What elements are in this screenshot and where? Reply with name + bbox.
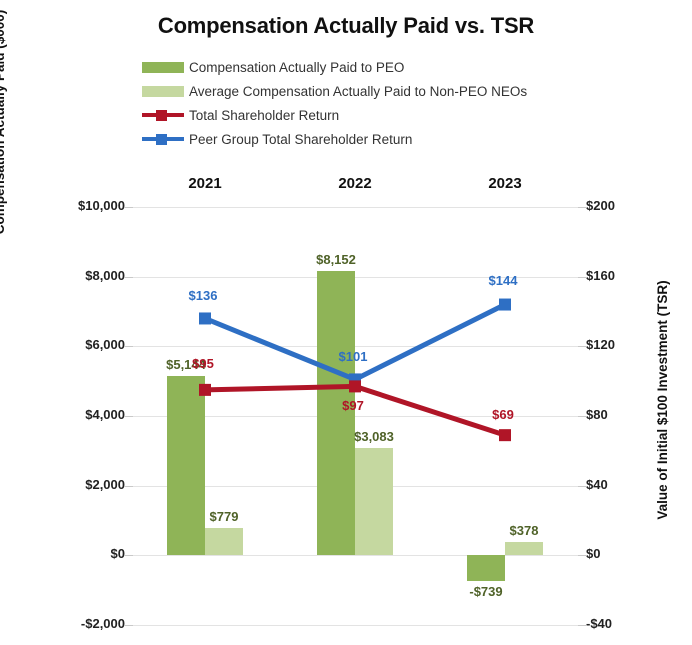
legend-swatch-peo (142, 61, 184, 73)
y-axis-right-tick-label: $0 (586, 546, 601, 562)
y-axis-title-right: Value of Initial $100 Investment (TSR) (655, 280, 670, 520)
y-axis-right-tick-mark (578, 625, 587, 626)
point-value-label: $95 (192, 355, 214, 371)
y-axis-left-tick-label: $8,000 (85, 267, 125, 283)
year-label-2022: 2022 (338, 175, 372, 192)
bar-value-label: $779 (209, 509, 239, 525)
legend-item-peo: Compensation Actually Paid to PEO (142, 55, 622, 79)
legend-label-tsr: Total Shareholder Return (189, 107, 340, 123)
bar-non-peo-2022 (355, 447, 393, 556)
bar-peo-2023 (467, 555, 505, 582)
y-axis-left-tick-mark (124, 207, 133, 208)
bar-non-peo-2023 (505, 542, 543, 556)
year-label-2021: 2021 (188, 175, 222, 192)
point-value-label: $144 (488, 272, 518, 288)
y-axis-left-tick-mark (124, 276, 133, 278)
bar-value-label: $378 (509, 523, 539, 539)
legend-label-non-peo: Average Compensation Actually Paid to No… (189, 83, 528, 99)
bar-value-label: -$739 (469, 584, 503, 600)
legend-marker-peer-tsr (156, 134, 167, 145)
bar-peo-2022 (317, 271, 355, 556)
plot-area: -$2,000 $0 $2,000 $4,000 $6,000 $8,000 $10,000… (78, 198, 615, 631)
legend-item-peer-tsr: Peer Group Total Shareholder Return (142, 127, 622, 151)
legend-line-tsr (142, 108, 184, 122)
chart-legend: Compensation Actually Paid to PEO Averag… (142, 55, 622, 151)
gridline (133, 555, 578, 557)
y-axis-left-tick-label: $10,000 (78, 198, 125, 213)
marker-tsr (199, 383, 211, 396)
chart-title: Compensation Actually Paid vs. TSR (157, 13, 535, 38)
y-axis-right-tick-mark (578, 346, 587, 348)
y-axis-left-tick-mark (124, 416, 133, 417)
legend-label-peer-tsr: Peer Group Total Shareholder Return (189, 131, 413, 147)
year-label-2023: 2023 (488, 175, 522, 192)
point-value-label: $101 (338, 349, 368, 365)
y-axis-left-tick-label: $6,000 (85, 337, 125, 353)
y-axis-left-tick-label: -$2,000 (80, 616, 125, 631)
bar-non-peo-2021 (205, 528, 243, 556)
y-axis-right-tick-label: $40 (586, 476, 608, 492)
y-axis-right-tick-mark (578, 207, 587, 208)
gridline (133, 416, 578, 417)
marker-tsr (349, 380, 361, 393)
gridline (133, 207, 578, 208)
gridline (133, 625, 578, 626)
line-series-group (199, 298, 511, 442)
legend-item-tsr: Total Shareholder Return (142, 103, 622, 127)
bar-peo-2021 (167, 376, 205, 556)
y-axis-title-left: Compensation Actually Paid ($000) (0, 9, 7, 235)
gridline (133, 346, 578, 348)
y-axis-right-tick-mark (578, 276, 587, 278)
y-axis-right-tick-mark (578, 416, 587, 417)
y-axis-right-tick-label: $160 (586, 267, 615, 283)
legend-line-peer-tsr (142, 132, 184, 146)
point-value-label: $69 (492, 407, 514, 423)
legend-marker-tsr (156, 110, 167, 121)
y-axis-right-tick-mark (578, 485, 587, 487)
y-axis-left-tick-mark (124, 625, 133, 626)
line-peer-tsr (204, 302, 507, 383)
y-axis-right-tick-label: $120 (586, 337, 615, 353)
legend-swatch-non-peo (142, 85, 184, 97)
marker-tsr (499, 429, 511, 442)
y-axis-left-tick-label: $2,000 (85, 476, 125, 492)
marker-peer-tsr (499, 298, 511, 311)
legend-label-peo: Compensation Actually Paid to PEO (189, 59, 405, 75)
gridline (133, 276, 578, 278)
y-axis-left-tick-label: $0 (110, 546, 125, 562)
bar-value-label: $8,152 (316, 252, 356, 268)
legend-item-non-peo: Average Compensation Actually Paid to No… (142, 79, 622, 103)
y-axis-right-tick-mark (578, 555, 587, 557)
bar-value-label: $5,144 (166, 357, 206, 373)
point-value-label: $97 (342, 398, 364, 414)
y-axis-right-tick-label: $200 (586, 198, 615, 213)
y-axis-right-tick-label: -$40 (586, 616, 613, 631)
marker-peer-tsr (199, 312, 211, 325)
y-axis-left-tick-mark (124, 346, 133, 348)
point-value-label: $136 (188, 288, 218, 304)
bar-value-label: $3,083 (354, 428, 394, 444)
y-axis-right-tick-label: $80 (586, 407, 608, 422)
y-axis-left-tick-mark (124, 555, 133, 557)
y-axis-left-tick-mark (124, 485, 133, 487)
y-axis-left-tick-label: $4,000 (85, 407, 125, 422)
